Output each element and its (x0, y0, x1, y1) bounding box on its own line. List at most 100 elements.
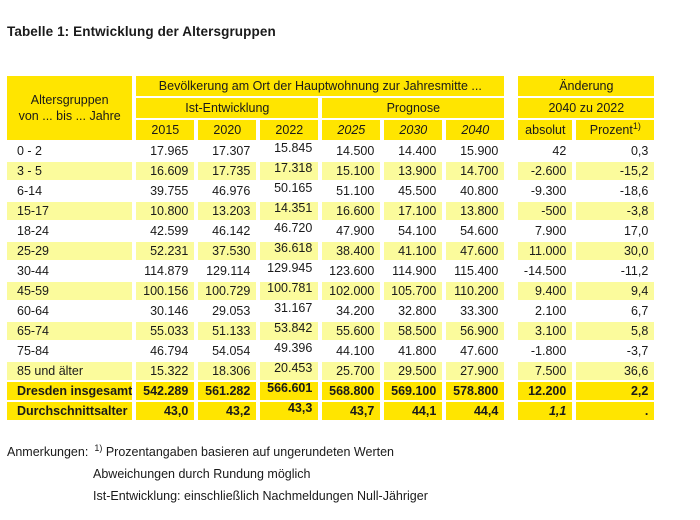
column-spacer (508, 402, 515, 420)
cell: 6,7 (576, 302, 655, 320)
age-groups-table: Altersgruppen von ... bis ... Jahre Bevö… (3, 74, 658, 422)
cell: 14.700 (446, 162, 505, 180)
row-label: 25-29 (7, 242, 133, 260)
cell: 115.400 (446, 262, 505, 280)
cell: 10.800 (136, 202, 195, 220)
cell: 49.396 (260, 342, 319, 360)
cell: 9,4 (576, 282, 655, 300)
cell: 42.599 (136, 222, 195, 240)
row-label: 6-14 (7, 182, 133, 200)
table-row: 0 - 2 17.965 17.307 15.845 14.500 14.400 15.90… (7, 142, 655, 160)
cell: 11.000 (518, 242, 573, 260)
cell: -1.800 (518, 342, 573, 360)
cell: 17,0 (576, 222, 655, 240)
cell: 3.100 (518, 322, 573, 340)
cell: 44.100 (322, 342, 381, 360)
cell: -14.500 (518, 262, 573, 280)
change-header: Änderung (518, 76, 655, 96)
row-label: 30-44 (7, 262, 133, 280)
cell: 13.900 (384, 162, 443, 180)
cell: 569.100 (384, 382, 443, 400)
cell: 16.609 (136, 162, 195, 180)
cell: 30,0 (576, 242, 655, 260)
row-label: 85 und älter (7, 362, 133, 380)
cell: 129.945 (260, 262, 319, 280)
footnotes: Anmerkungen: 1) Prozentangaben basieren a… (7, 441, 428, 507)
cell: 100.156 (136, 282, 195, 300)
document-title: Tabelle 1: Entwicklung der Altersgruppen (7, 24, 276, 39)
cell: 32.800 (384, 302, 443, 320)
age-group-header-line1: Altersgruppen (30, 93, 109, 107)
footnote-line-2: Abweichungen durch Rundung möglich (93, 467, 311, 481)
prozent-footnote-marker: 1) (632, 120, 641, 131)
cell: 15.322 (136, 362, 195, 380)
cell: 0,3 (576, 142, 655, 160)
table-row: 3 - 5 16.609 17.735 17.318 15.100 13.900 14.70… (7, 162, 655, 180)
cell: 20.453 (260, 362, 319, 380)
cell: 12.200 (518, 382, 573, 400)
table-body: 0 - 2 17.965 17.307 15.845 14.500 14.400 15.90… (7, 142, 655, 420)
cell: 33.300 (446, 302, 505, 320)
row-label: Dresden insgesamt (7, 382, 133, 400)
column-spacer (508, 142, 515, 160)
cell: 568.800 (322, 382, 381, 400)
year-header-2020: 2020 (198, 120, 257, 140)
table-row: 18-24 42.599 46.142 46.720 47.900 54.100 54.60… (7, 222, 655, 240)
cell: 47.600 (446, 342, 505, 360)
year-header-2025: 2025 (322, 120, 381, 140)
year-header-2022: 2022 (260, 120, 319, 140)
cell: 29.053 (198, 302, 257, 320)
cell: 15.100 (322, 162, 381, 180)
table-row: 25-29 52.231 37.530 36.618 38.400 41.100 47.60… (7, 242, 655, 260)
cell: 52.231 (136, 242, 195, 260)
age-groups-table-wrap: Altersgruppen von ... bis ... Jahre Bevö… (3, 74, 658, 422)
table-row: 30-44 114.879 129.114 129.945 123.600 114.900… (7, 262, 655, 280)
cell: 14.351 (260, 202, 319, 220)
cell: 129.114 (198, 262, 257, 280)
column-spacer (508, 282, 515, 300)
cell: 34.200 (322, 302, 381, 320)
footnote-marker: 1) (94, 442, 103, 453)
cell: 110.200 (446, 282, 505, 300)
cell: 55.600 (322, 322, 381, 340)
cell: 45.500 (384, 182, 443, 200)
footnote-prefix: Anmerkungen: (7, 445, 89, 459)
cell: 17.307 (198, 142, 257, 160)
table-row: 45-59 100.156 100.729 100.781 102.000 105.700… (7, 282, 655, 300)
row-label: 65-74 (7, 322, 133, 340)
cell: 7.500 (518, 362, 573, 380)
cell: 2.100 (518, 302, 573, 320)
cell: 47.900 (322, 222, 381, 240)
row-label: 3 - 5 (7, 162, 133, 180)
change-period-header: 2040 zu 2022 (518, 98, 655, 118)
cell: 51.133 (198, 322, 257, 340)
summary-row: Durchschnittsalter 43,0 43,2 43,3 43,7 44,1 44… (7, 402, 655, 420)
column-spacer (508, 382, 515, 400)
year-header-2030: 2030 (384, 120, 443, 140)
prozent-header-label: Prozent (589, 123, 633, 137)
cell: 17.100 (384, 202, 443, 220)
cell: 123.600 (322, 262, 381, 280)
column-spacer (508, 76, 515, 140)
cell: 44,4 (446, 402, 505, 420)
cell: 542.289 (136, 382, 195, 400)
cell: 56.900 (446, 322, 505, 340)
cell: . (576, 402, 655, 420)
cell: -3,7 (576, 342, 655, 360)
cell: 100.781 (260, 282, 319, 300)
cell: 58.500 (384, 322, 443, 340)
cell: 13.800 (446, 202, 505, 220)
cell: 18.306 (198, 362, 257, 380)
cell: 41.100 (384, 242, 443, 260)
cell: 43,7 (322, 402, 381, 420)
row-label: 60-64 (7, 302, 133, 320)
table-row: 15-17 10.800 13.203 14.351 16.600 17.100 13.80… (7, 202, 655, 220)
column-spacer (508, 302, 515, 320)
cell: -15,2 (576, 162, 655, 180)
column-spacer (508, 242, 515, 260)
cell: -3,8 (576, 202, 655, 220)
cell: 100.729 (198, 282, 257, 300)
cell: 578.800 (446, 382, 505, 400)
prognose-header: Prognose (322, 98, 505, 118)
cell: 47.600 (446, 242, 505, 260)
